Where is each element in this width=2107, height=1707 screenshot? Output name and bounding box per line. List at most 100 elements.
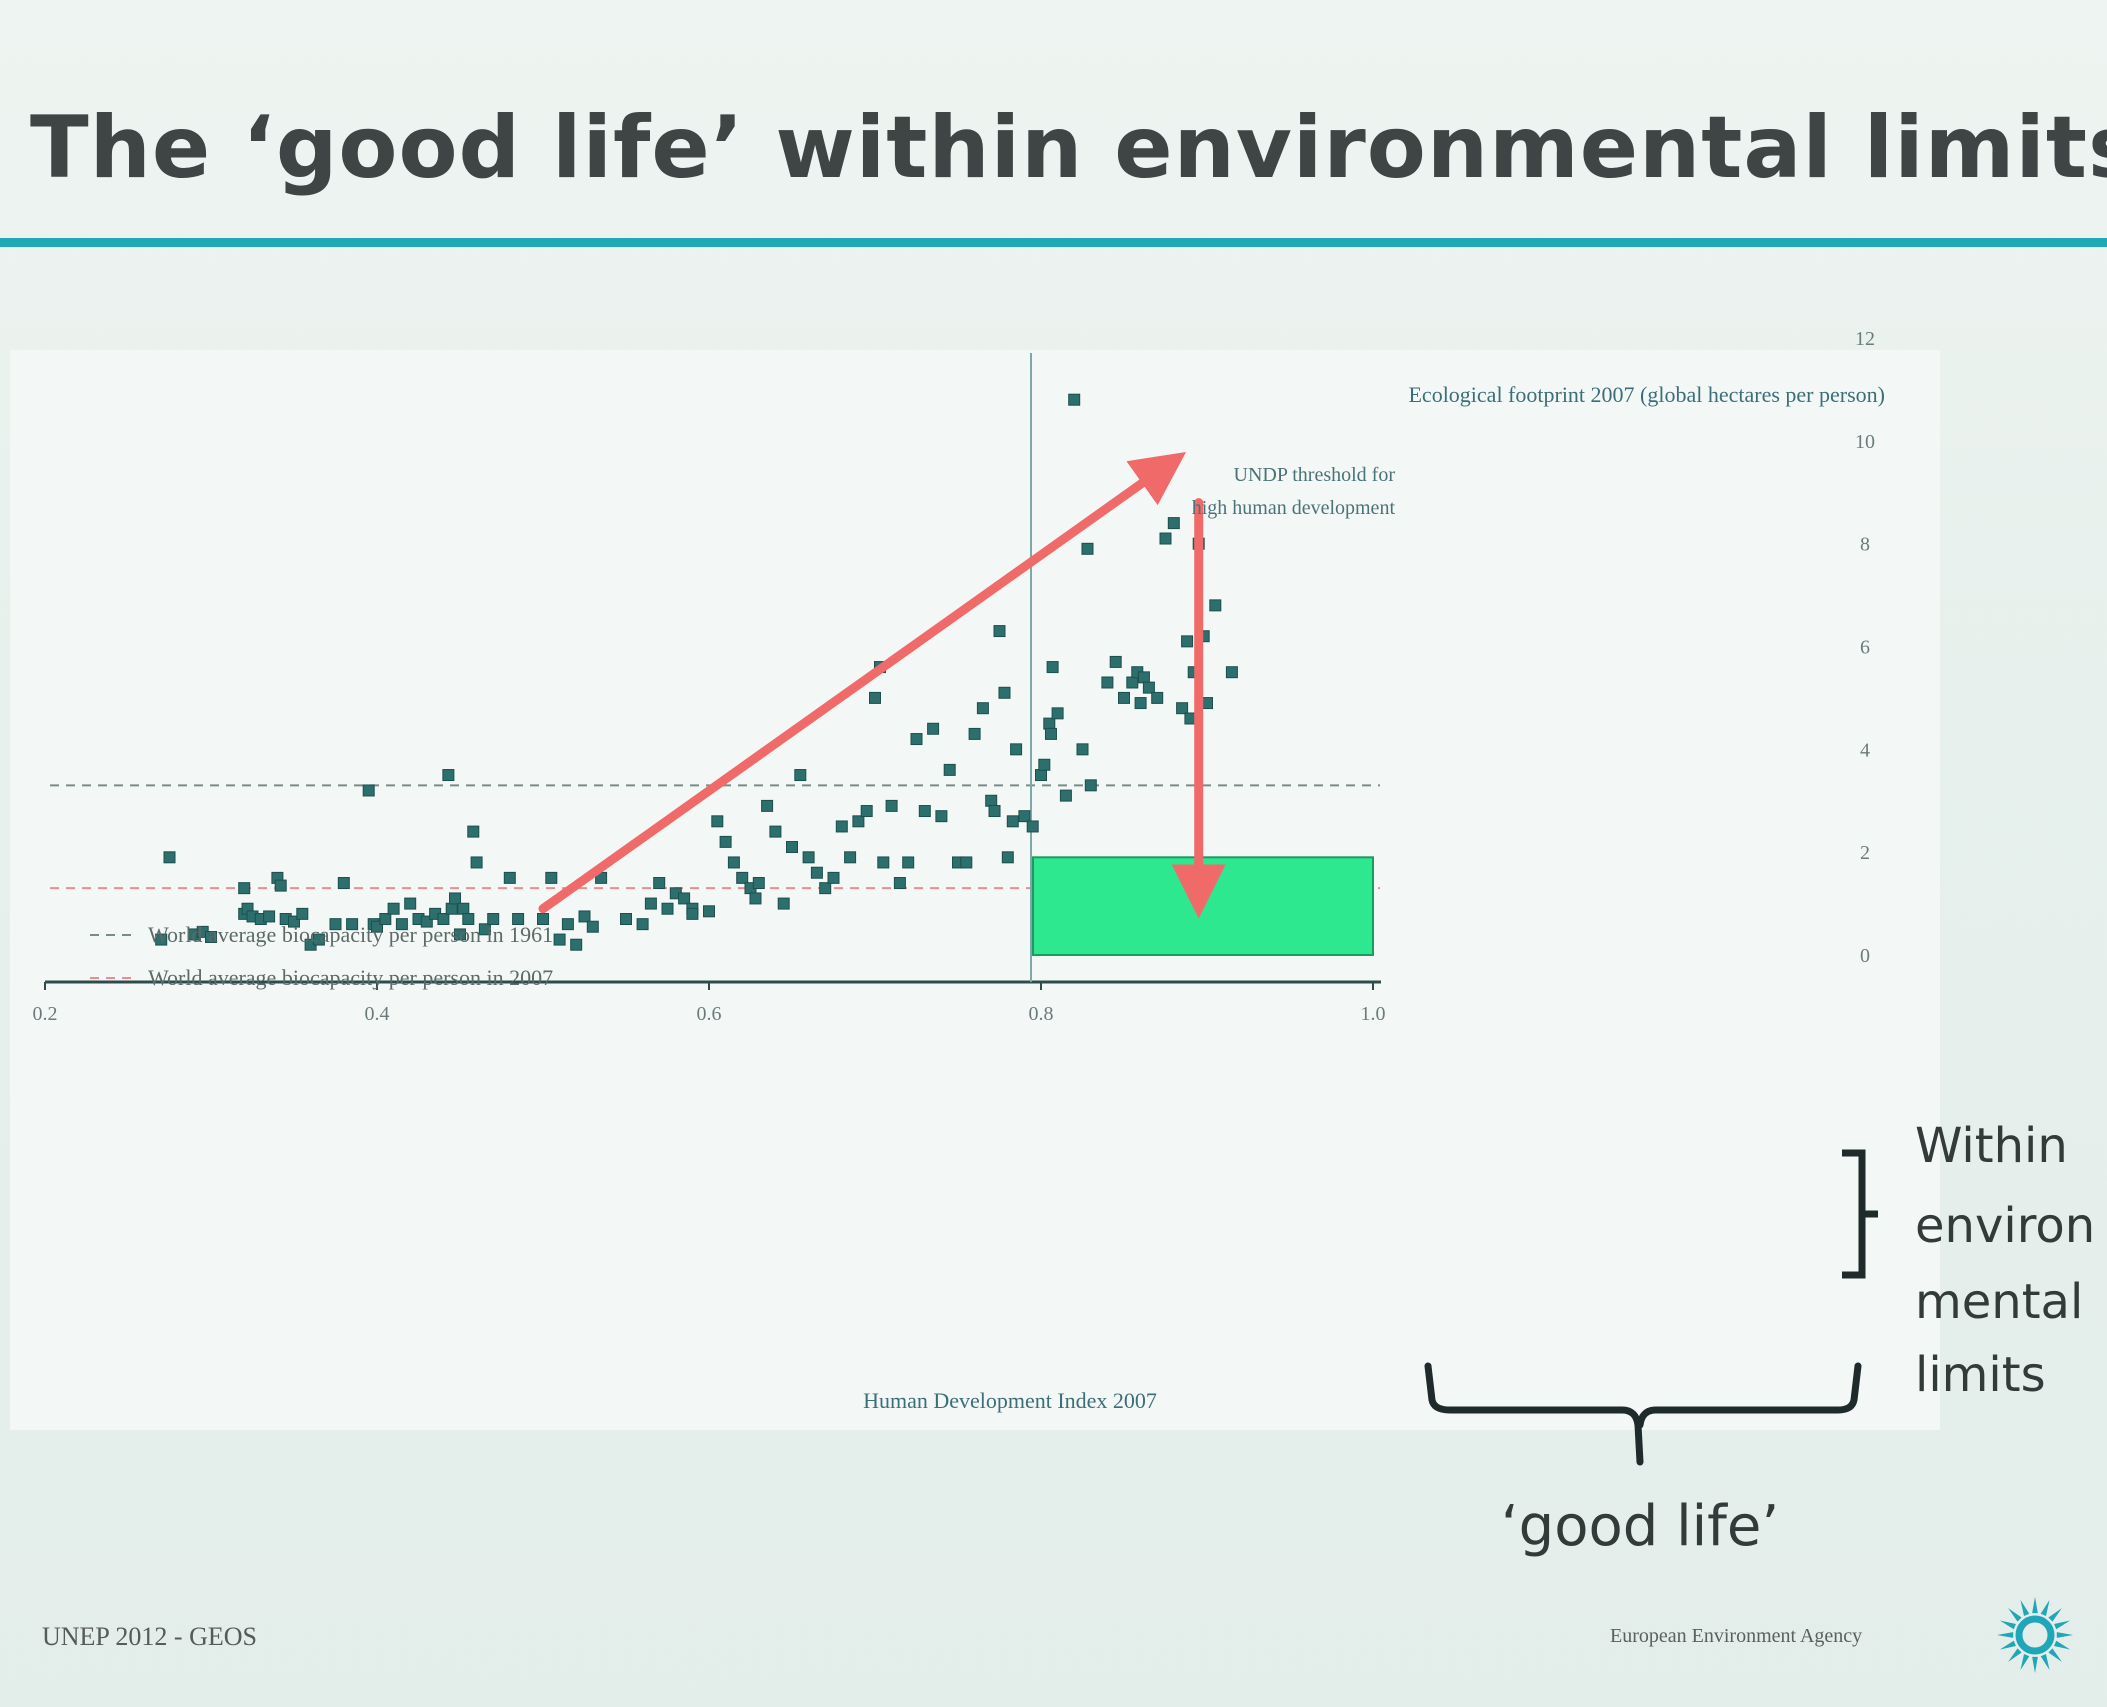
data-point-65 bbox=[736, 871, 749, 884]
data-point-91 bbox=[935, 810, 948, 823]
data-point-47 bbox=[561, 918, 574, 931]
data-point-23 bbox=[371, 920, 383, 933]
annotation-arrows bbox=[538, 451, 1226, 919]
within-limits-bracket bbox=[1842, 1149, 1878, 1279]
within-label-line3: mental bbox=[1915, 1274, 2083, 1330]
data-point-95 bbox=[968, 727, 981, 740]
data-point-20 bbox=[346, 918, 359, 931]
data-point-29 bbox=[420, 915, 433, 928]
data-point-32 bbox=[442, 769, 455, 782]
y-tick-label-0: 12 bbox=[1855, 328, 1875, 350]
data-point-58 bbox=[678, 892, 691, 905]
data-point-61 bbox=[703, 905, 715, 918]
data-point-53 bbox=[636, 918, 649, 931]
scatter-chart: 0.2 0.4 0.6 0.8 1.0 12 10 8 6 4 2 0 Ecological foot… bbox=[33, 328, 1886, 1413]
data-point-31 bbox=[437, 913, 450, 926]
eea-sun-icon bbox=[1997, 1597, 2073, 1673]
logo-ray-9 bbox=[1999, 1620, 2016, 1630]
data-point-55 bbox=[653, 877, 666, 890]
data-point-43 bbox=[512, 913, 525, 926]
data-point-80 bbox=[852, 815, 865, 828]
y-tick-label-1: 10 bbox=[1855, 431, 1875, 453]
x-tick-label-1: 0.4 bbox=[365, 1003, 390, 1025]
data-point-54 bbox=[644, 897, 657, 910]
data-point-56 bbox=[661, 902, 674, 915]
data-point-25 bbox=[387, 902, 400, 915]
data-point-41 bbox=[487, 913, 500, 926]
data-point-72 bbox=[786, 841, 798, 854]
logo-ray-12 bbox=[2032, 1597, 2038, 1614]
data-point-4 bbox=[205, 931, 217, 944]
y-tick-label-3: 6 bbox=[1860, 637, 1870, 659]
data-point-34 bbox=[449, 892, 462, 905]
data-point-63 bbox=[719, 835, 732, 848]
legend-label-2007: World average biocapacity per person in … bbox=[148, 965, 553, 990]
data-point-75 bbox=[810, 866, 823, 879]
arrow-0 bbox=[538, 451, 1187, 914]
data-point-39 bbox=[470, 856, 483, 869]
data-point-107 bbox=[1038, 758, 1051, 771]
data-point-94 bbox=[960, 856, 973, 869]
data-point-26 bbox=[395, 918, 408, 931]
data-point-0 bbox=[155, 933, 168, 946]
logo-ray-14 bbox=[2048, 1608, 2062, 1622]
data-point-73 bbox=[794, 769, 807, 782]
data-point-49 bbox=[578, 910, 591, 923]
data-point-45 bbox=[545, 871, 558, 884]
data-point-118 bbox=[1109, 655, 1122, 668]
y-tick-label-2: 8 bbox=[1860, 534, 1870, 556]
data-point-77 bbox=[827, 871, 840, 884]
data-point-99 bbox=[993, 625, 1006, 638]
logo-ray-6 bbox=[2008, 1648, 2022, 1662]
logo-ray-3 bbox=[2040, 1654, 2050, 1671]
logo-ray-2 bbox=[2048, 1648, 2062, 1662]
x-tick-label-2: 0.6 bbox=[697, 1003, 722, 1025]
data-point-85 bbox=[885, 799, 898, 812]
logo-ray-15 bbox=[2054, 1620, 2071, 1630]
data-point-24 bbox=[379, 913, 392, 926]
data-point-116 bbox=[1084, 779, 1097, 792]
data-point-113 bbox=[1068, 393, 1081, 406]
footer-agency: European Environment Agency bbox=[1610, 1625, 1863, 1647]
logo-ray-10 bbox=[2008, 1608, 2022, 1622]
within-label-line2: environ bbox=[1915, 1198, 2095, 1254]
good-life-label: ‘good life’ bbox=[1501, 1494, 1779, 1559]
data-point-17 bbox=[312, 933, 325, 946]
within-label-line1: Within bbox=[1915, 1118, 2068, 1174]
data-point-129 bbox=[1176, 702, 1189, 715]
data-point-44 bbox=[537, 913, 549, 926]
data-point-46 bbox=[553, 933, 566, 946]
x-tick-label-3: 0.8 bbox=[1029, 1003, 1054, 1025]
logo-ray-7 bbox=[1999, 1640, 2016, 1650]
data-point-84 bbox=[877, 856, 890, 869]
data-point-109 bbox=[1044, 727, 1057, 740]
data-point-105 bbox=[1026, 820, 1039, 833]
axes: 0.2 0.4 0.6 0.8 1.0 12 10 8 6 4 2 0 bbox=[33, 328, 1876, 1025]
title-rule bbox=[0, 238, 2107, 247]
x-tick-label-4: 1.0 bbox=[1361, 1003, 1386, 1025]
data-point-64 bbox=[727, 856, 740, 869]
threshold-label-line2: high human development bbox=[1192, 497, 1396, 519]
data-point-78 bbox=[835, 820, 848, 833]
data-point-42 bbox=[503, 871, 516, 884]
data-point-115 bbox=[1081, 542, 1094, 555]
data-point-27 bbox=[404, 897, 417, 910]
logo-ray-1 bbox=[2054, 1640, 2071, 1650]
data-point-96 bbox=[976, 702, 989, 715]
data-point-89 bbox=[918, 805, 931, 818]
slide-title: The ‘good life’ within environmental lim… bbox=[30, 98, 2107, 198]
data-point-5 bbox=[238, 882, 251, 895]
data-point-52 bbox=[620, 913, 632, 926]
good-life-brace bbox=[1424, 1362, 1862, 1466]
data-point-103 bbox=[1010, 743, 1023, 756]
footer-source: UNEP 2012 - GEOS bbox=[42, 1622, 257, 1651]
logo-ray-11 bbox=[2020, 1599, 2030, 1616]
data-point-40 bbox=[478, 923, 491, 936]
data-point-81 bbox=[860, 805, 873, 818]
data-point-74 bbox=[802, 851, 815, 864]
data-point-21 bbox=[362, 784, 375, 797]
data-point-137 bbox=[1225, 666, 1238, 679]
logo-ray-5 bbox=[2020, 1654, 2030, 1671]
within-label-line4: limits bbox=[1915, 1347, 2046, 1403]
